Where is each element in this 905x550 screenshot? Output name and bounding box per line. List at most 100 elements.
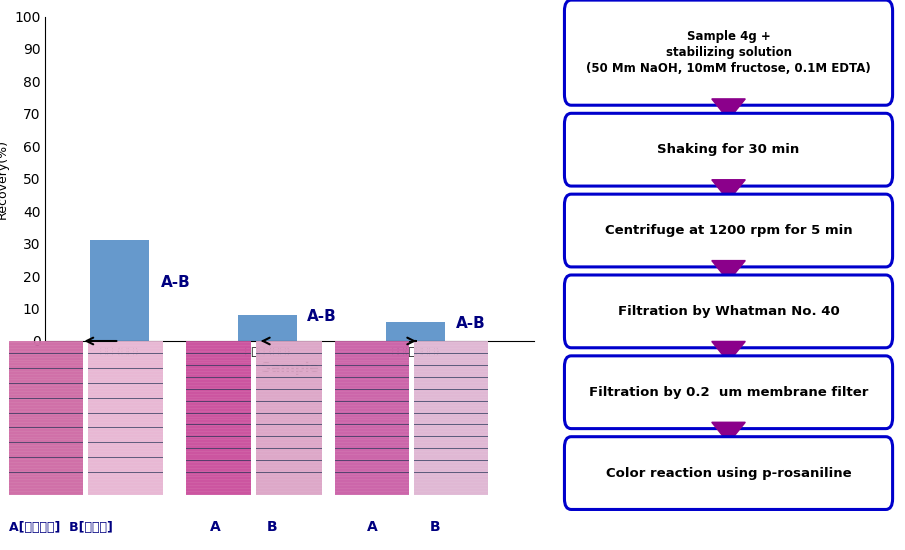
Bar: [255, 463, 321, 464]
Bar: [186, 409, 252, 410]
Bar: [9, 373, 83, 375]
Bar: [9, 441, 83, 443]
Bar: [186, 486, 252, 487]
Bar: [255, 433, 321, 435]
Bar: [255, 447, 321, 449]
Bar: [335, 483, 409, 484]
Bar: [9, 362, 83, 364]
FancyBboxPatch shape: [565, 356, 892, 428]
Bar: [414, 429, 489, 430]
Bar: [186, 383, 252, 384]
Bar: [414, 383, 489, 384]
Bar: [255, 386, 321, 387]
Bar: [255, 347, 321, 349]
Bar: [335, 492, 409, 493]
Bar: [335, 360, 409, 361]
Bar: [255, 401, 321, 403]
Bar: [414, 444, 489, 446]
Bar: [255, 370, 321, 372]
Bar: [255, 469, 321, 470]
Bar: [88, 439, 163, 441]
Bar: [88, 378, 163, 379]
Bar: [88, 433, 163, 435]
Bar: [9, 470, 83, 472]
Bar: [255, 378, 321, 379]
Bar: [186, 355, 252, 356]
Bar: [88, 470, 163, 472]
Bar: [88, 409, 163, 410]
Bar: [414, 372, 489, 373]
Bar: [88, 404, 163, 406]
Bar: [9, 429, 83, 430]
Bar: [9, 387, 83, 389]
Bar: [255, 352, 321, 353]
Bar: [255, 422, 321, 424]
Bar: [186, 455, 252, 456]
Bar: [9, 360, 83, 361]
Bar: [186, 349, 252, 350]
Bar: [414, 399, 489, 401]
Bar: [255, 464, 321, 466]
Bar: [255, 472, 321, 474]
Bar: [414, 370, 489, 372]
Bar: [335, 486, 409, 487]
Bar: [186, 392, 252, 393]
Bar: [414, 367, 489, 369]
Bar: [255, 466, 321, 467]
Bar: [88, 414, 163, 415]
Bar: [186, 489, 252, 491]
Bar: [414, 393, 489, 395]
Bar: [414, 412, 489, 414]
Bar: [88, 347, 163, 349]
Bar: [9, 412, 83, 414]
Bar: [186, 422, 252, 424]
Bar: [88, 392, 163, 393]
Bar: [335, 453, 409, 455]
Bar: [88, 475, 163, 476]
Bar: [255, 353, 321, 355]
Bar: [9, 421, 83, 422]
Bar: [255, 366, 321, 367]
Text: A-B: A-B: [161, 275, 191, 290]
Bar: [186, 367, 252, 369]
Bar: [186, 427, 252, 429]
Bar: [88, 360, 163, 361]
Bar: [255, 398, 321, 399]
Bar: [335, 450, 409, 452]
Bar: [186, 458, 252, 460]
Bar: [255, 360, 321, 361]
Bar: [414, 421, 489, 422]
Bar: [186, 450, 252, 452]
Bar: [335, 439, 409, 441]
Bar: [335, 349, 409, 350]
Bar: [414, 344, 489, 345]
Bar: [414, 398, 489, 399]
Bar: [88, 455, 163, 456]
Bar: [88, 412, 163, 414]
Bar: [88, 416, 163, 418]
Bar: [9, 455, 83, 456]
Bar: [335, 455, 409, 456]
Bar: [335, 447, 409, 449]
Bar: [88, 468, 163, 469]
Bar: [88, 397, 163, 398]
Bar: [414, 366, 489, 367]
Bar: [335, 395, 409, 397]
Bar: [88, 345, 163, 347]
Bar: [88, 407, 163, 409]
Bar: [186, 344, 252, 345]
Bar: [88, 343, 163, 344]
Bar: [414, 450, 489, 452]
Bar: [88, 358, 163, 360]
Text: Filtration by 0.2  um membrane filter: Filtration by 0.2 um membrane filter: [589, 386, 868, 399]
Bar: [9, 443, 83, 444]
Bar: [88, 432, 163, 433]
Bar: [88, 456, 163, 458]
Bar: [335, 372, 409, 373]
Bar: [186, 441, 252, 443]
Bar: [9, 355, 83, 356]
Bar: [255, 484, 321, 486]
Bar: [9, 438, 83, 439]
Bar: [88, 398, 163, 399]
Bar: [335, 456, 409, 458]
